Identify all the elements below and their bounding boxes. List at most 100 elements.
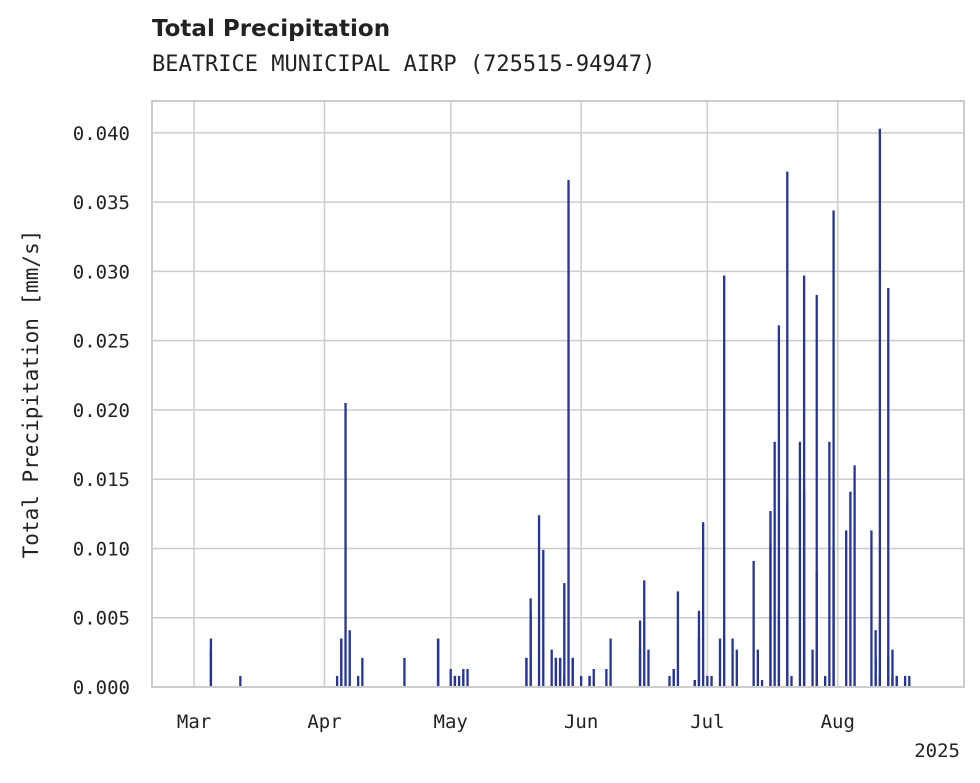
precipitation-bar [786,171,789,688]
precipitation-bar [710,675,713,687]
precipitation-bar [777,325,781,687]
precipitation-bar [348,630,351,687]
y-tick-label: 0.030 [73,261,130,283]
precipitation-bar [453,675,457,687]
precipitation-bar [903,675,907,687]
precipitation-bar [647,649,650,687]
precipitation-bar [239,675,242,687]
y-axis-ticks: 0.000 0.005 0.010 0.015 0.020 0.025 0.030 0.035… [73,123,130,699]
bar-series [209,128,911,688]
precipitation-bar [845,530,848,687]
precipitation-bar [773,441,776,687]
precipitation-bar [335,675,339,687]
precipitation-bar [209,638,213,687]
y-tick-label: 0.015 [73,469,130,491]
precipitation-bar [537,515,541,687]
precipitation-bar [340,638,343,687]
precipitation-bar [718,638,722,687]
precipitation-bar [777,610,781,687]
x-tick-label: Mar [177,711,211,733]
chart-title: Total Precipitation [152,16,391,42]
y-tick-label: 0.010 [73,538,130,560]
precipitation-bar [344,403,347,687]
y-tick-label: 0.040 [73,123,130,145]
precipitation-bar [849,491,852,687]
precipitation-bar [760,680,764,687]
precipitation-bar [723,275,726,687]
y-tick-label: 0.020 [73,400,130,422]
precipitation-bar [853,465,856,687]
precipitation-bar [891,649,894,687]
precipitation-bar [756,649,760,687]
precipitation-bar [693,680,696,687]
x-tick-label: Aug [821,711,855,733]
y-tick-label: 0.000 [73,677,130,699]
plot-frame [151,100,965,688]
precipitation-bar [592,668,595,687]
precipitation-bar [676,591,680,687]
precipitation-bar [870,530,873,687]
precipitation-bar [735,649,738,687]
x-tick-label: Apr [307,711,341,733]
x-tick-label: Jun [564,711,598,733]
precipitation-bar [449,668,452,687]
precipitation-bar [697,610,701,687]
precipitation-bar [554,657,558,687]
chart-subtitle: BEATRICE MUNICIPAL AIRP (725515-94947) [152,52,656,77]
precipitation-bar [609,638,612,687]
precipitation-bar [811,649,814,687]
precipitation-bar [887,288,890,687]
precipitation-bar [356,675,360,687]
precipitation-bar [668,675,671,687]
y-tick-label: 0.025 [73,331,130,353]
y-tick-label: 0.005 [73,608,130,630]
precipitation-bar [878,128,882,687]
precipitation-bar [529,598,532,687]
precipitation-bar [672,668,675,687]
precipitation-bar [891,675,894,687]
precipitation-bar [563,583,566,687]
precipitation-bar [361,657,364,687]
precipitation-bar [908,675,911,687]
precipitation-bar [643,580,646,687]
precipitation-bar [567,179,570,687]
precipitation-bar [798,441,802,687]
precipitation-bar [895,675,898,687]
precipitation-bar [731,638,734,687]
precipitation-bar [802,491,806,687]
precipitation-bar [525,657,528,687]
precipitation-bar [542,549,545,687]
precipitation-bar [462,675,465,687]
precipitation-bar [769,542,772,687]
precipitation-bar [403,657,406,687]
precipitation-bar [579,675,583,687]
precipitation-bar [832,549,835,687]
y-tick-label: 0.035 [73,192,130,214]
precipitation-bar [701,522,705,687]
precipitation-bar [588,675,591,687]
precipitation-bar [558,657,562,687]
x-axis-year-label: 2025 [914,740,960,762]
x-tick-label: Jul [690,711,724,733]
precipitation-bar [828,441,831,687]
precipitation-bar [571,657,574,687]
grid-lines [152,101,964,688]
precipitation-bar [605,668,608,687]
precipitation-bar [815,294,818,687]
precipitation-bar [638,620,642,687]
precipitation-bar [466,668,469,687]
precipitation-bar [706,675,709,687]
precipitation-bar [436,638,440,687]
precipitation-bar [550,649,553,687]
precipitation-bar [815,572,818,687]
x-tick-label: May [434,711,468,733]
precipitation-bar [790,675,793,687]
precipitation-bar [802,275,806,687]
precipitation-bar [752,560,755,687]
precipitation-bar [457,675,461,687]
precipitation-bar [786,502,789,687]
y-axis-label: Total Precipitation [mm/s] [19,230,43,559]
precipitation-bar [824,675,827,687]
x-axis-ticks: Mar Apr May Jun Jul Aug [177,711,855,733]
